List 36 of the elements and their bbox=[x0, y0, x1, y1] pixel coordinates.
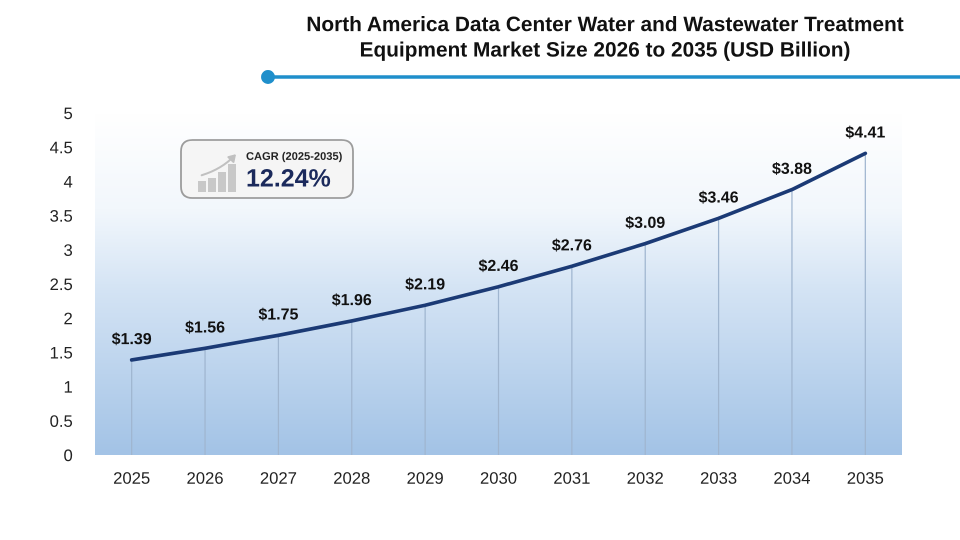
x-tick-label: 2025 bbox=[114, 472, 150, 484]
y-tick-label: 2.5 bbox=[50, 278, 72, 290]
y-tick-label: 2 bbox=[64, 312, 72, 324]
data-label: $1.56 bbox=[185, 320, 224, 334]
y-tick-label: 1.5 bbox=[50, 346, 72, 359]
x-tick-label: 2033 bbox=[700, 472, 736, 484]
y-tick-label: 0.5 bbox=[50, 415, 72, 428]
x-tick-label: 2035 bbox=[848, 472, 884, 484]
annotation: 12.24% bbox=[248, 169, 330, 187]
x-tick-label: 2028 bbox=[334, 472, 370, 484]
x-tick-label: 2030 bbox=[480, 472, 516, 484]
data-label: $2.19 bbox=[405, 278, 445, 291]
y-tick-label: 3.5 bbox=[50, 210, 72, 222]
x-tick-label: 2026 bbox=[187, 472, 223, 484]
chart-title: North America Data Center Water and Wastewater Treatment Equipment Market Size 2026 to 2035 (USD Billion) bbox=[308, 16, 904, 61]
y-tick-label: 5 bbox=[64, 108, 72, 120]
data-label: $4.41 bbox=[846, 126, 885, 139]
x-tick-label: 2031 bbox=[554, 472, 590, 484]
annotation: CAGR (2025-2035) bbox=[246, 152, 342, 162]
x-tick-label: 2034 bbox=[774, 472, 810, 484]
y-tick-label: 0 bbox=[64, 449, 72, 462]
y-tick-label: 4.5 bbox=[50, 142, 72, 154]
y-tick-label: 1 bbox=[64, 381, 72, 393]
x-tick-label: 2029 bbox=[407, 472, 443, 484]
y-tick-label: 3 bbox=[64, 244, 72, 256]
data-label: $3.46 bbox=[698, 190, 738, 204]
data-label: $1.39 bbox=[112, 332, 152, 346]
data-label: $1.75 bbox=[258, 308, 298, 321]
data-label: $2.46 bbox=[478, 259, 518, 272]
x-tick-label: 2027 bbox=[260, 472, 296, 484]
y-tick-label: 4 bbox=[64, 176, 72, 188]
data-label: $3.09 bbox=[625, 216, 665, 230]
data-label: $1.96 bbox=[332, 293, 372, 306]
data-label: $2.76 bbox=[552, 238, 592, 252]
data-label: $3.88 bbox=[772, 162, 812, 175]
x-tick-label: 2032 bbox=[628, 472, 663, 484]
